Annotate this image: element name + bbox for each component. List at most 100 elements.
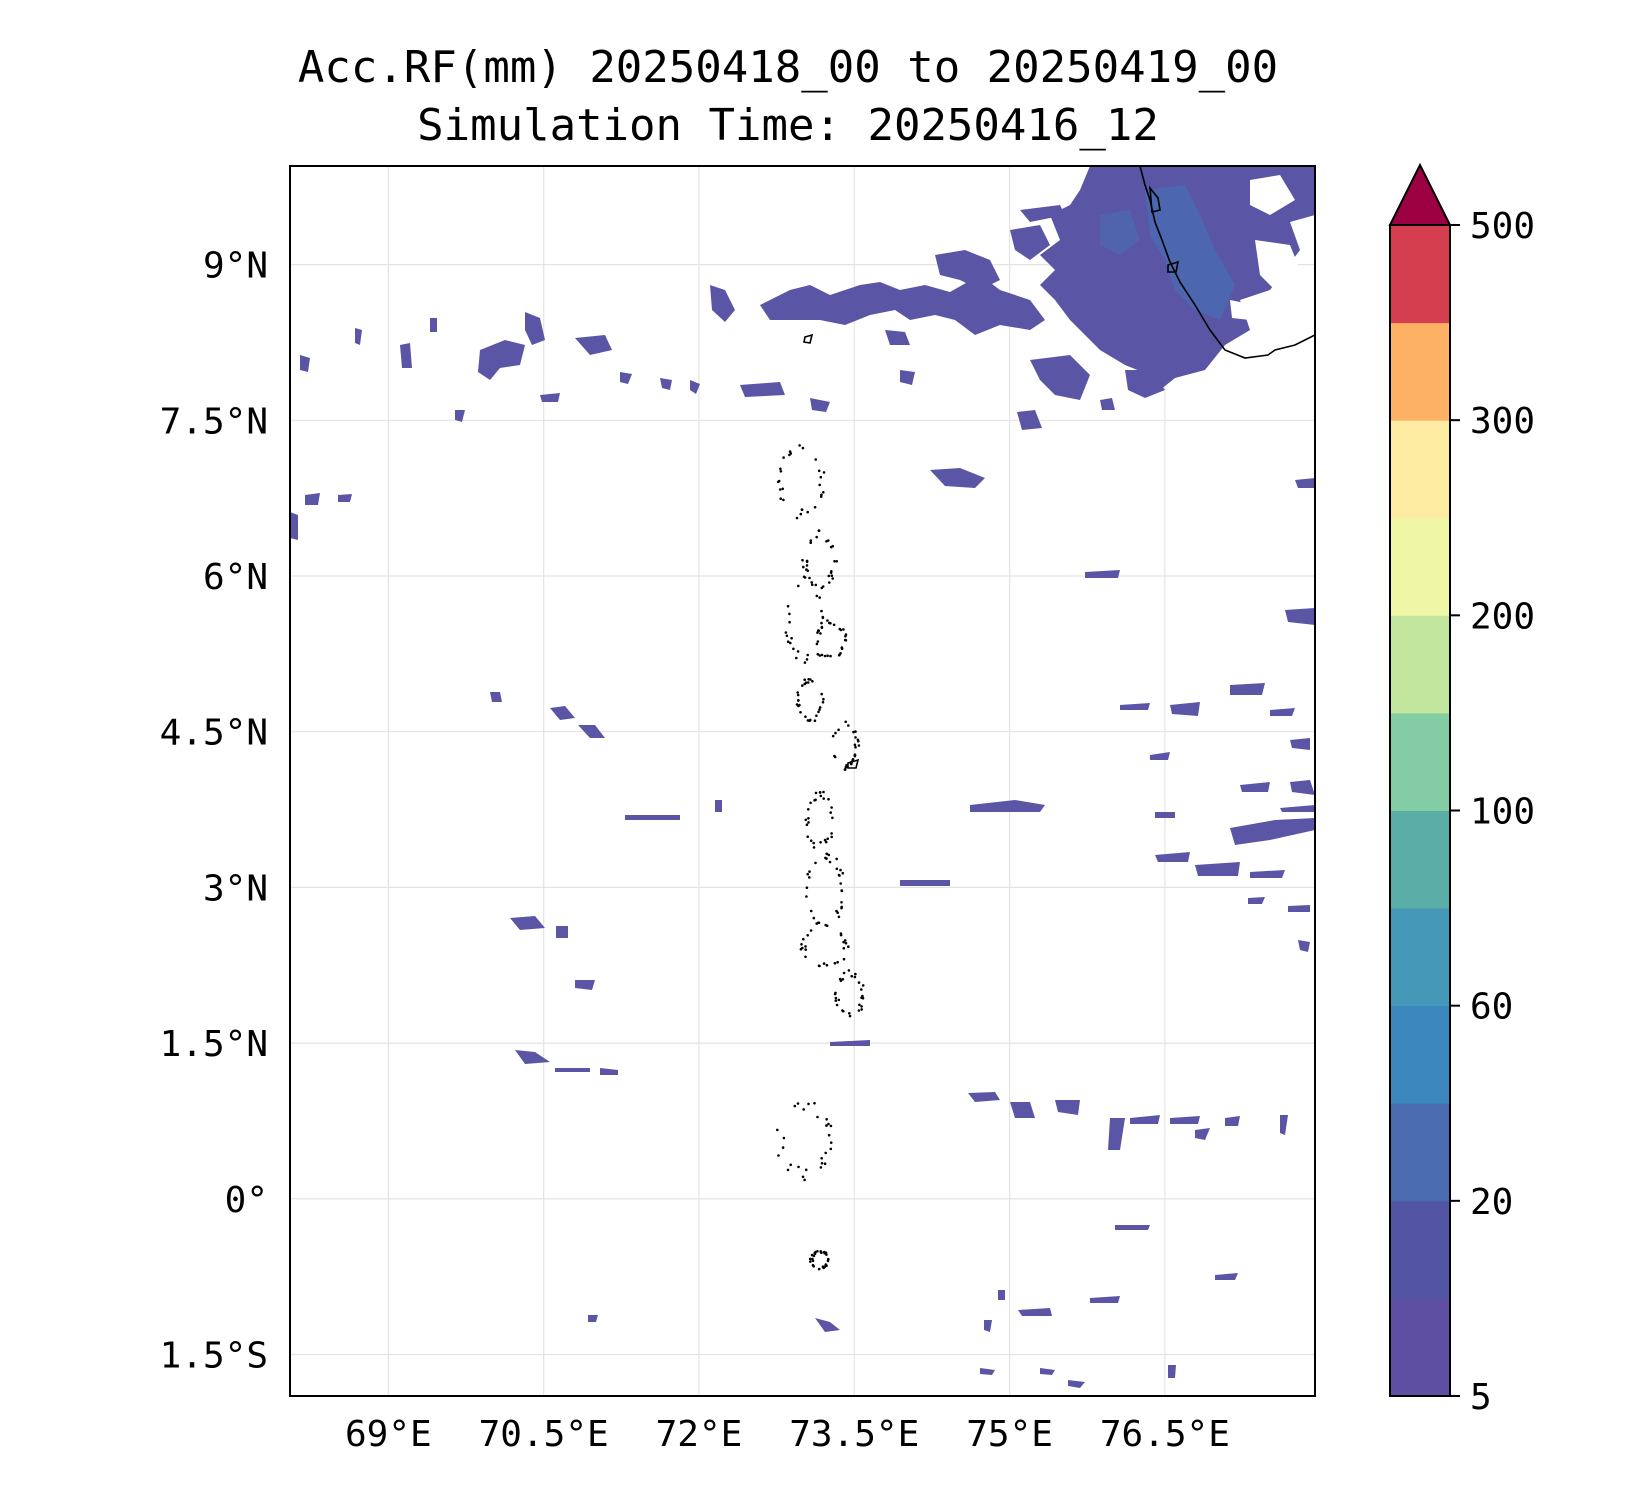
atoll-island — [826, 837, 829, 840]
atoll-island — [819, 794, 823, 798]
atoll-island — [827, 853, 831, 857]
atoll-island — [802, 937, 805, 941]
atoll-island — [808, 876, 811, 879]
rain-patch — [490, 692, 502, 702]
atoll-island — [823, 654, 827, 658]
rain-patch — [1100, 398, 1115, 410]
rain-patch — [578, 725, 605, 738]
atoll-island — [822, 962, 826, 965]
rain-patch — [1230, 818, 1315, 845]
atoll-island — [806, 835, 809, 838]
atoll-island — [807, 808, 810, 811]
map-frame — [289, 165, 1316, 1397]
atoll-island — [840, 889, 844, 893]
atoll-island — [805, 886, 809, 889]
atoll-island — [816, 640, 820, 643]
atoll-island — [854, 745, 857, 749]
atoll-island — [804, 955, 807, 959]
rain-patch — [1290, 738, 1310, 750]
atoll-island — [840, 647, 844, 650]
rain-patch — [690, 380, 700, 394]
rain-patch — [1010, 1102, 1035, 1118]
atoll-island — [824, 1263, 828, 1266]
atoll-island — [834, 731, 837, 735]
atoll-island — [829, 1147, 833, 1151]
atoll-island — [806, 510, 809, 514]
rain-patch — [525, 312, 545, 345]
atoll-island — [800, 943, 803, 946]
atoll-island — [854, 736, 857, 739]
atoll-island — [781, 1146, 785, 1149]
rain-core-2 — [1100, 210, 1140, 255]
atoll-island — [804, 948, 807, 951]
atoll-island — [830, 806, 833, 809]
rain-patch — [900, 880, 950, 886]
atoll-island — [824, 1151, 827, 1155]
atoll-island — [786, 1168, 790, 1172]
atoll-island — [808, 870, 811, 873]
atoll-island — [818, 654, 822, 657]
atoll-island — [807, 821, 810, 824]
atoll-island — [830, 835, 833, 839]
rain-patch — [810, 398, 830, 412]
lon-tick-label: 73.5°E — [789, 1414, 919, 1455]
colorbar-segment — [1390, 1200, 1450, 1299]
rain-patch — [815, 1318, 840, 1332]
atoll-island — [820, 621, 823, 625]
colorbar-segment — [1390, 420, 1450, 519]
atoll-island — [806, 653, 809, 657]
colorbar-segment — [1390, 225, 1450, 324]
atoll-island — [817, 1267, 821, 1271]
atoll-island — [805, 568, 808, 571]
colorbar-tick-label: 500 — [1470, 206, 1535, 247]
rain-patch — [620, 372, 632, 384]
atoll-island — [835, 1003, 839, 1007]
atoll-island — [827, 1133, 831, 1137]
atoll-island — [809, 1260, 812, 1263]
atoll-island — [788, 612, 791, 616]
atoll-island — [804, 818, 808, 822]
rain-patch — [515, 1050, 550, 1064]
atoll-island — [822, 491, 825, 494]
island-outline — [1148, 185, 1161, 214]
atoll-island — [824, 840, 828, 844]
atoll-island — [818, 706, 822, 709]
latitude-tick-labels: 9°N 7.5°N 6°N 4.5°N 3°N 1.5°N 0° 1.5°S — [160, 246, 268, 1377]
atoll-island — [805, 560, 809, 564]
atoll-island — [827, 1122, 830, 1126]
rain-patch — [998, 1290, 1005, 1300]
atoll-island — [853, 753, 857, 756]
atoll-island — [816, 1250, 819, 1253]
atoll-island — [831, 544, 835, 548]
atoll-island — [832, 623, 836, 627]
atoll-island — [854, 972, 857, 976]
atoll-island — [844, 941, 848, 945]
atoll-island — [814, 798, 817, 802]
atoll-island — [818, 708, 821, 711]
rain-patch — [1195, 862, 1240, 876]
atoll-island — [811, 680, 814, 683]
atoll-island — [820, 586, 824, 590]
rain-patch — [1290, 780, 1315, 795]
atoll-island — [786, 604, 790, 608]
colorbar-tick-label: 60 — [1470, 987, 1513, 1028]
atoll-island — [796, 1102, 800, 1105]
atoll-island — [820, 1157, 823, 1160]
island-outline — [1167, 260, 1180, 273]
atoll-island — [835, 560, 838, 563]
atoll-island — [785, 634, 789, 638]
atoll-island — [828, 860, 832, 864]
atoll-island — [801, 1175, 805, 1179]
atoll-island — [789, 1163, 792, 1167]
atoll-island — [860, 1008, 863, 1011]
atoll-island — [843, 768, 847, 771]
atoll-island — [833, 961, 837, 965]
atoll-island — [793, 1104, 797, 1108]
atoll-island — [860, 1005, 863, 1008]
atoll-island — [841, 978, 845, 981]
atoll-island — [819, 475, 823, 479]
rain-patch — [1125, 370, 1165, 398]
rain-gap — [1230, 300, 1255, 320]
atoll-island — [835, 857, 838, 861]
lon-tick-label: 75°E — [966, 1414, 1053, 1455]
